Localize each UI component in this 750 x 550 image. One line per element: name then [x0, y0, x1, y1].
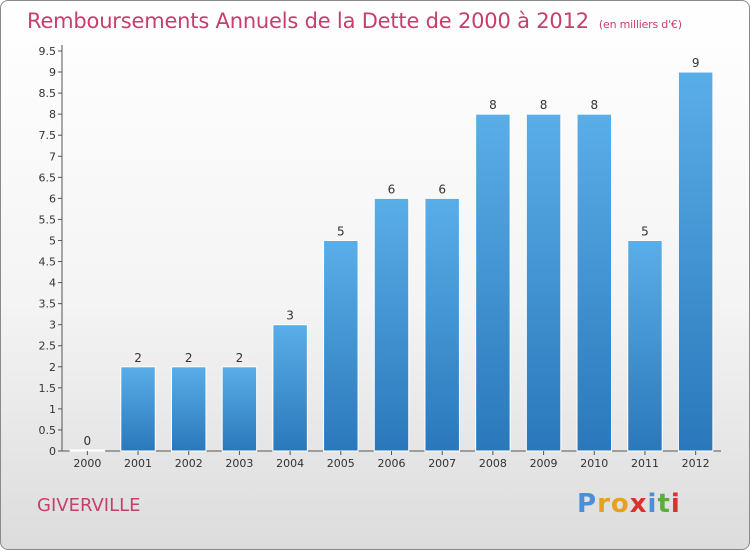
bar-value-label: 6	[388, 182, 396, 196]
y-tick-label: 7.5	[39, 129, 57, 142]
bar	[525, 113, 562, 452]
chart-title: Remboursements Annuels de la Dette de 20…	[27, 9, 682, 33]
x-tick-label: 2003	[225, 457, 253, 470]
bar-value-label: 2	[134, 351, 142, 365]
bar	[475, 113, 511, 452]
logo-letter: o	[610, 489, 630, 519]
chart-title-text: Remboursements Annuels de la Dette de 20…	[27, 9, 589, 33]
y-tick-label: 4	[49, 277, 56, 290]
y-tick-label: 1.5	[39, 382, 57, 395]
bar	[170, 366, 207, 452]
y-tick-label: 5	[49, 234, 56, 247]
x-tick-label: 2008	[479, 457, 507, 470]
y-tick-label: 2.5	[39, 340, 57, 353]
chart-unit: (en milliers d'€)	[598, 18, 682, 31]
bar-value-label: 8	[489, 98, 497, 112]
y-tick-label: 6.5	[39, 171, 57, 184]
bar	[373, 197, 410, 452]
proxiti-logo: Proxiti	[577, 489, 681, 519]
bar	[120, 366, 156, 452]
y-tick-label: 3	[49, 319, 56, 332]
bar	[677, 71, 714, 452]
x-tick-label: 2006	[378, 457, 406, 470]
bar	[627, 239, 663, 452]
y-tick-label: 8	[49, 108, 56, 121]
y-tick-label: 8.5	[39, 87, 57, 100]
logo-letter: t	[657, 489, 671, 519]
y-tick-label: 1	[49, 403, 56, 416]
x-tick-label: 2007	[428, 457, 456, 470]
x-tick-label: 2011	[631, 457, 659, 470]
x-tick-label: 2005	[327, 457, 355, 470]
logo-letter: i	[670, 489, 681, 519]
logo-letter: r	[597, 489, 611, 519]
bar	[272, 324, 308, 452]
x-tick-label: 2002	[175, 457, 203, 470]
y-tick-label: 9	[49, 66, 56, 79]
bar-value-label: 2	[185, 351, 193, 365]
x-tick-label: 2010	[580, 457, 608, 470]
x-tick-label: 2009	[530, 457, 558, 470]
bar-value-label: 6	[438, 182, 446, 196]
bar-value-label: 9	[692, 56, 700, 70]
bar-value-label: 5	[337, 224, 345, 238]
y-tick-label: 0.5	[39, 424, 57, 437]
bar-value-label: 2	[236, 351, 244, 365]
bar-value-label: 5	[641, 224, 649, 238]
bar-value-label: 8	[590, 98, 598, 112]
bar	[69, 449, 106, 452]
x-tick-label: 2012	[682, 457, 710, 470]
y-tick-label: 7	[49, 150, 56, 163]
bar-value-label: 3	[286, 309, 294, 323]
logo-letter: i	[647, 489, 658, 519]
logo-letter: P	[577, 489, 598, 519]
y-tick-label: 5.5	[39, 213, 57, 226]
logo-letter: x	[629, 489, 648, 519]
y-tick-label: 6	[49, 192, 56, 205]
bar	[221, 366, 258, 452]
commune-name: GIVERVILLE	[37, 495, 141, 516]
bar	[576, 113, 613, 452]
x-tick-label: 2004	[276, 457, 304, 470]
y-tick-label: 0	[49, 445, 56, 458]
x-tick-label: 2001	[124, 457, 152, 470]
x-tick-label: 2000	[73, 457, 101, 470]
bar	[424, 197, 460, 452]
bar-value-label: 0	[84, 434, 92, 448]
bar-value-label: 8	[540, 98, 548, 112]
y-tick-label: 2	[49, 361, 56, 374]
y-tick-label: 9.5	[39, 45, 57, 58]
y-tick-label: 3.5	[39, 298, 57, 311]
bar	[323, 239, 359, 452]
y-tick-label: 4.5	[39, 256, 57, 269]
